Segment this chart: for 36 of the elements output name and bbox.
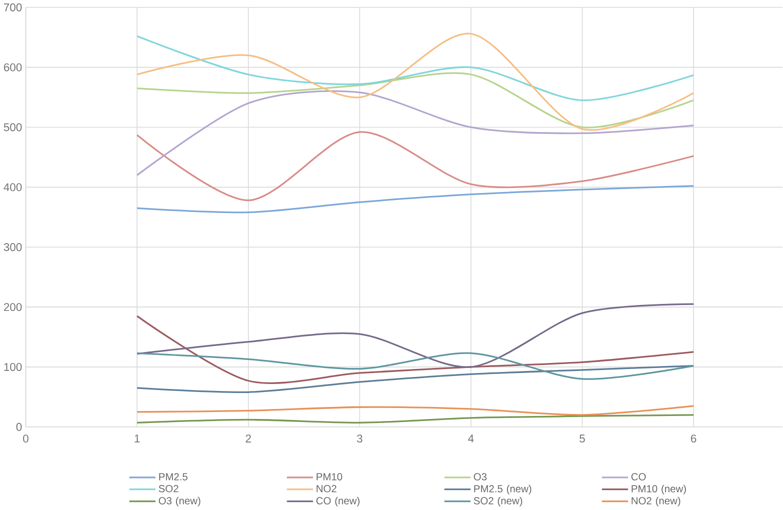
x-tick-label: 5 <box>580 434 585 442</box>
legend-label: SO2 (new) <box>474 496 522 506</box>
x-tick-label: 6 <box>691 434 696 443</box>
y-tick-label: 200 <box>4 303 22 312</box>
line-series <box>136 131 694 202</box>
legend-label: O3 <box>474 473 487 480</box>
legend-label: PM10 (new) <box>632 484 686 494</box>
legend-label: O3 (new) <box>158 496 200 506</box>
legend-label: NO2 <box>316 485 336 492</box>
y-tick-label: 300 <box>4 243 22 252</box>
line-series <box>136 352 694 380</box>
legend-label: PM10 <box>316 473 342 480</box>
legend-label: NO2 (new) <box>632 496 680 506</box>
legend-label: PM2.5 (new) <box>474 484 532 494</box>
legend-label: CO <box>631 473 646 480</box>
y-tick-label: 0 <box>16 422 22 431</box>
x-tick-label: 0 <box>23 434 28 443</box>
legend-label: SO2 <box>158 485 178 492</box>
line-series <box>136 185 694 214</box>
x-tick-label: 4 <box>468 434 474 442</box>
line-series <box>136 365 694 394</box>
y-tick-label: 100 <box>4 363 22 371</box>
x-tick-label: 2 <box>246 434 251 442</box>
line-series <box>136 405 694 416</box>
line-series <box>136 414 694 424</box>
legend-label: PM2.5 <box>159 473 188 480</box>
line-series <box>136 303 694 368</box>
legend-label: CO (new) <box>316 496 360 506</box>
line-series <box>136 35 694 102</box>
line-series <box>136 32 694 131</box>
x-tick-label: 1 <box>134 434 140 442</box>
y-tick-label: 700 <box>4 3 22 12</box>
y-tick-label: 400 <box>4 183 22 192</box>
y-tick-label: 500 <box>4 123 22 132</box>
x-tick-label: 3 <box>356 434 362 443</box>
y-tick-label: 600 <box>4 63 22 72</box>
